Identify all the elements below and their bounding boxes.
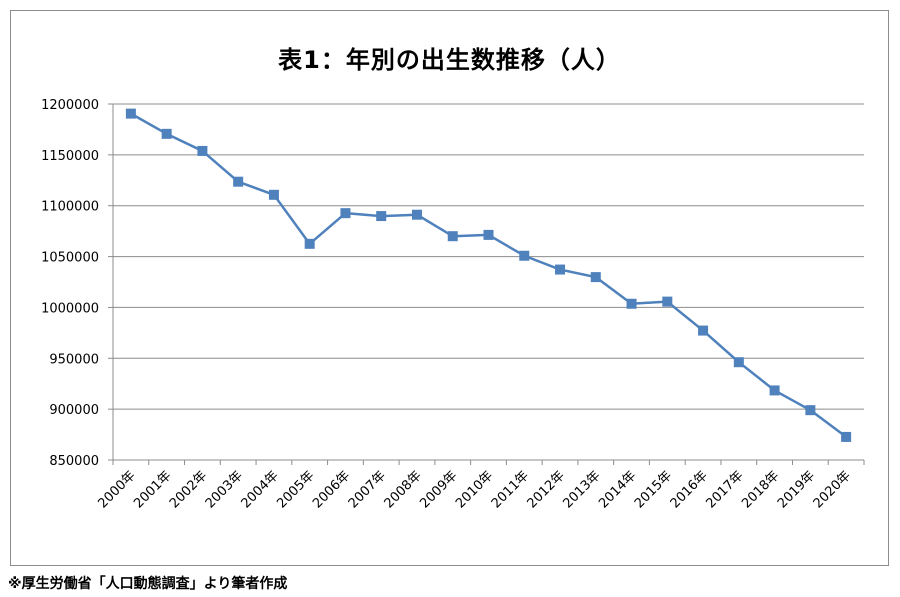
axes [108,103,865,465]
x-tick-label: 2000年 [96,468,139,511]
data-point [805,405,816,416]
y-tick-labels: 850000 900000 950000 1000000 1050000 1100000 1… [41,98,99,469]
data-point [841,431,852,442]
x-tick-label: 2009年 [417,468,460,511]
series-layer [125,108,852,442]
x-tick-label: 2014年 [596,468,639,511]
data-point [555,264,566,275]
x-tick-label: 2017年 [703,468,746,511]
x-tick-label: 2016年 [668,468,711,511]
data-point [626,298,637,309]
chart-title: 表1：年別の出生数推移（人） [278,46,621,74]
x-tick-label: 2001年 [131,468,174,511]
data-point [304,238,315,249]
y-tick-label: 1200000 [41,98,99,113]
data-point [340,208,351,219]
data-point [197,145,208,156]
data-point [233,176,244,187]
y-tick-label: 950000 [49,352,99,367]
data-point [376,211,387,222]
data-point [698,325,709,336]
chart-frame [10,10,889,566]
x-tick-label: 2003年 [203,468,246,511]
y-tick-label: 1100000 [41,200,99,215]
data-point [769,385,780,396]
x-tick-label: 2012年 [525,468,568,511]
series-line [130,112,847,438]
data-point [519,250,530,261]
y-tick-label: 1000000 [41,301,99,316]
data-point [268,189,279,200]
data-point [662,296,673,307]
y-tick-label: 1050000 [41,251,99,266]
x-tick-label: 2008年 [382,468,425,511]
y-tick-label: 900000 [49,403,99,418]
data-point [483,229,494,240]
data-point [733,357,744,368]
y-tick-label: 850000 [49,454,99,469]
gridlines [113,103,864,410]
source-note: ※厚生労働省「人口動態調査」より筆者作成 [8,576,288,592]
x-tick-labels: 2000年2001年2002年2003年2004年2005年2006年2007年… [96,468,854,511]
data-point [590,272,601,283]
data-point [411,209,422,220]
data-point [125,108,136,119]
x-tick-label: 2007年 [346,468,389,511]
data-point [161,128,172,139]
x-tick-label: 2015年 [632,468,675,511]
x-tick-label: 2010年 [453,468,496,511]
x-tick-label: 2013年 [560,468,603,511]
x-tick-label: 2011年 [489,468,532,511]
x-tick-label: 2005年 [274,468,317,511]
x-tick-label: 2006年 [310,468,353,511]
x-tick-label: 2020年 [811,468,854,511]
x-tick-label: 2019年 [775,468,818,511]
y-tick-label: 1150000 [41,149,99,164]
data-point [447,231,458,242]
x-tick-label: 2002年 [167,468,210,511]
x-tick-label: 2004年 [239,468,282,511]
x-tick-label: 2018年 [739,468,782,511]
